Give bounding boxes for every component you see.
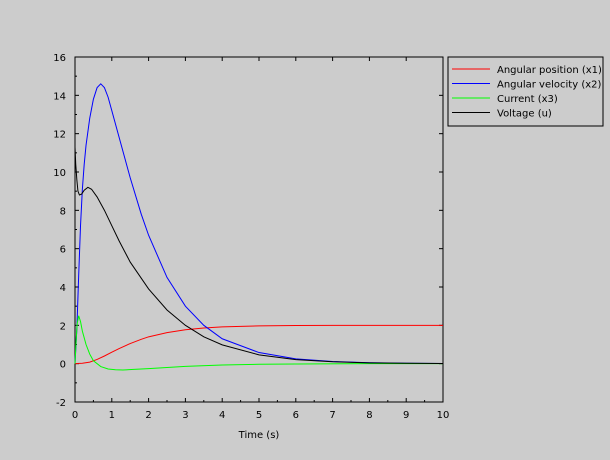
y-tick-label: 8: [60, 206, 66, 217]
x-tick-label: 0: [72, 410, 78, 421]
x-axis-label: Time (s): [238, 430, 280, 441]
legend: Angular position (x1) Angular velocity (x…: [447, 56, 604, 127]
series-line-4: [74, 147, 444, 364]
x-tick-label: 3: [182, 410, 188, 421]
series-line-3: [74, 315, 443, 371]
y-tick-label: 10: [53, 168, 66, 179]
x-tick-label: 1: [109, 410, 115, 421]
legend-label-3: Current (x3): [497, 94, 558, 105]
y-tick-label: 0: [60, 360, 66, 371]
y-tick-label: 6: [60, 245, 66, 256]
y-tick-label: 2: [60, 321, 66, 332]
x-tick-label: 10: [437, 410, 450, 421]
series-line-2: [74, 83, 444, 364]
legend-label-4: Voltage (u): [497, 109, 552, 120]
x-tick-label: 4: [219, 410, 225, 421]
legend-label-1: Angular position (x1): [497, 65, 602, 76]
y-tick-label: 12: [53, 130, 66, 141]
x-tick-label: 7: [329, 410, 335, 421]
x-tick-label: 9: [403, 410, 409, 421]
series-line-1: [74, 324, 443, 365]
y-tick-label: -2: [56, 398, 66, 409]
y-tick-label: 4: [60, 283, 66, 294]
y-tick-label: 16: [53, 53, 66, 64]
y-tick-label: 14: [53, 91, 66, 102]
legend-label-2: Angular velocity (x2): [497, 80, 602, 91]
x-tick-label: 8: [366, 410, 372, 421]
x-tick-label: 2: [145, 410, 151, 421]
x-tick-label: 5: [256, 410, 262, 421]
x-tick-label: 6: [293, 410, 299, 421]
plot-frame: [74, 56, 444, 403]
